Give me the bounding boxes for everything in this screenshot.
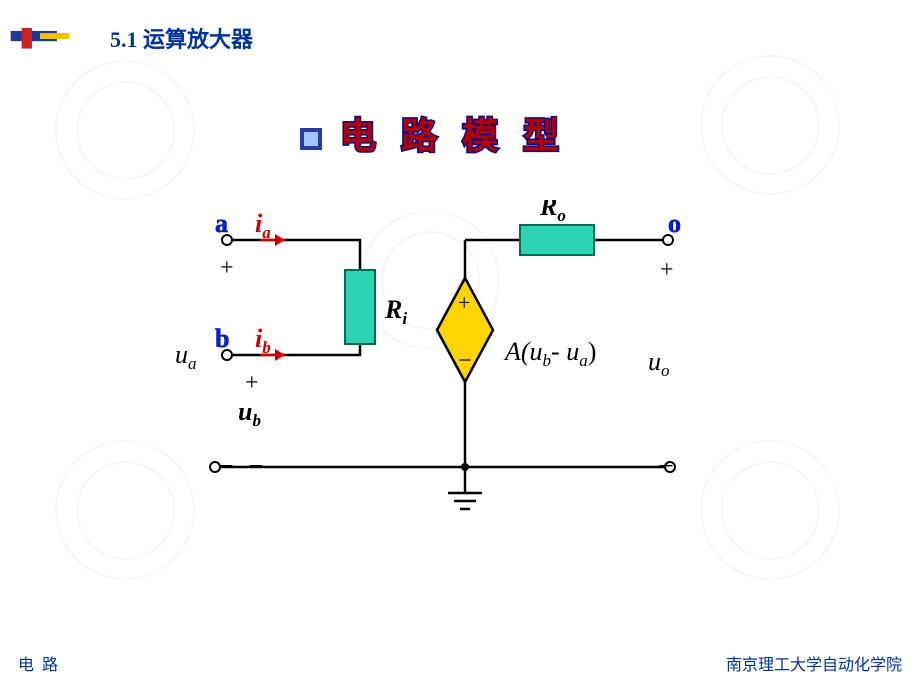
watermark [55,60,195,200]
section-title: 电 路 模 型 电 路 模 型 [340,110,660,160]
label-a: a [215,209,228,238]
circuit-diagram: + − a b o ia ib + − + − + − ua ub uo Ri … [130,200,770,530]
header-title: 5.1 运算放大器 [110,22,253,54]
source-plus: + [458,290,470,315]
ua-minus: − [218,451,234,482]
label-ua: ua [175,340,197,373]
uo-minus: − [658,451,674,482]
svg-text:电 路 模 型: 电 路 模 型 [340,116,567,156]
junction-dot [461,463,469,471]
uo-plus: + [660,257,674,283]
source-minus: − [458,348,472,374]
ub-plus: + [245,370,259,396]
label-b: b [215,324,229,353]
label-ro: Ro [539,200,566,225]
watermark [700,55,840,195]
resistor-ro [520,225,594,255]
ub-minus: − [248,451,264,482]
label-ri: Ri [384,295,407,328]
ua-plus: + [220,255,234,281]
label-source-expr: A(ub- ua) [503,337,596,370]
resistor-ri [345,270,375,344]
header-bar-icon [0,28,80,50]
wires [215,240,670,509]
label-uo: uo [648,347,670,380]
bullet-icon [300,128,322,150]
label-o: o [668,209,681,238]
label-ub: ub [238,397,261,430]
footer-left: 电 路 [18,651,60,675]
footer-right: 南京理工大学自动化学院 [726,651,902,675]
label-ia: ia [255,209,271,242]
label-ib: ib [255,324,271,357]
